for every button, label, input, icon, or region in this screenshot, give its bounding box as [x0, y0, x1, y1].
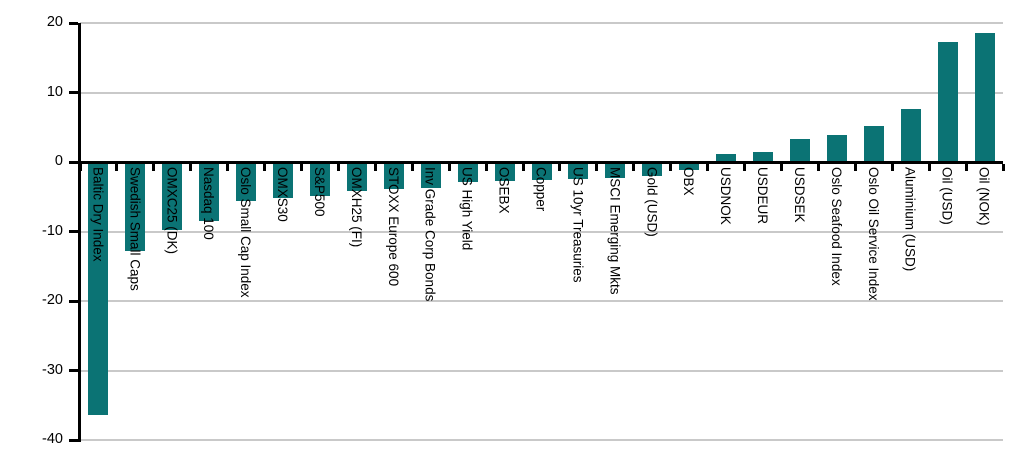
- bar: [383, 163, 404, 190]
- bar: [900, 109, 921, 162]
- bar: [494, 163, 515, 182]
- x-axis-tick: [669, 164, 673, 171]
- gridline: [80, 369, 1003, 372]
- bar: [346, 163, 367, 192]
- y-axis-tick-label: 0: [54, 153, 63, 169]
- x-axis-tick: [336, 164, 340, 171]
- x-axis-tick: [115, 164, 119, 171]
- y-axis-line: [78, 23, 81, 442]
- x-axis-tick: [706, 164, 710, 171]
- bar: [974, 32, 995, 162]
- category-label: Oslo Oil Service Index: [865, 167, 881, 301]
- bar: [199, 163, 220, 222]
- gridline: [80, 22, 1003, 24]
- category-label: MSCI Emerging Mkts: [607, 167, 623, 295]
- category-label: USDNOK: [718, 167, 734, 225]
- bar: [162, 163, 183, 230]
- category-label: OMXH25 (FI): [348, 167, 364, 248]
- bar: [937, 41, 958, 162]
- x-axis-tick: [152, 164, 156, 171]
- bar: [642, 163, 663, 177]
- category-label: S&P500: [311, 167, 327, 217]
- x-axis-tick: [226, 164, 230, 171]
- x-axis-tick: [558, 164, 562, 171]
- x-axis-tick: [632, 164, 636, 171]
- y-axis-tick: [69, 299, 78, 303]
- category-label: US 10yr Treasuries: [570, 167, 586, 283]
- category-label: OSEBX: [496, 167, 512, 214]
- x-axis-tick: [373, 164, 377, 171]
- category-label: Nasdaq 100: [201, 167, 217, 240]
- category-label: Gold (USD): [644, 167, 660, 237]
- category-label: Oil (USD): [939, 167, 955, 225]
- x-axis-tick: [410, 164, 414, 171]
- bar: [753, 151, 774, 162]
- bar: [88, 163, 109, 415]
- y-axis-tick: [69, 160, 78, 164]
- bar: [531, 163, 552, 180]
- bar: [605, 163, 626, 178]
- category-label: Oil (NOK): [976, 167, 992, 226]
- bar: [716, 154, 737, 162]
- category-label: Copper: [533, 167, 549, 212]
- x-axis-tick: [890, 164, 894, 171]
- gridline: [80, 300, 1003, 302]
- category-label: US High Yield: [459, 167, 475, 251]
- x-axis-tick: [743, 164, 747, 171]
- bar: [789, 139, 810, 162]
- y-axis-tick-label: 20: [46, 14, 63, 30]
- bar: [273, 163, 294, 199]
- y-axis-tick: [69, 91, 78, 94]
- x-axis-tick: [1001, 164, 1005, 171]
- category-label: USDEUR: [755, 167, 771, 225]
- x-axis-tick: [447, 164, 451, 171]
- y-axis-tick: [69, 438, 78, 442]
- category-label: OMXS30: [275, 167, 291, 222]
- y-axis-tick: [69, 21, 78, 25]
- bar: [457, 163, 478, 182]
- x-axis-tick: [816, 164, 820, 171]
- x-axis-tick: [927, 164, 931, 171]
- bar: [568, 163, 589, 179]
- y-axis-tick-label: -10: [42, 222, 63, 239]
- category-label: Inv Grade Corp Bonds: [422, 167, 438, 302]
- y-axis-tick: [69, 230, 78, 233]
- x-axis-tick: [853, 164, 857, 171]
- x-axis-tick: [189, 164, 193, 171]
- x-axis-tick: [484, 164, 488, 171]
- x-axis-tick: [964, 164, 968, 171]
- bar: [236, 163, 257, 201]
- x-axis-tick: [595, 164, 599, 171]
- bar: [420, 163, 441, 189]
- y-axis-tick-label: -30: [42, 361, 63, 378]
- category-label: Baltic Dry Index: [90, 167, 106, 262]
- y-axis-tick-label: -20: [42, 292, 63, 308]
- bar: [309, 163, 330, 197]
- category-label: Oslo Seafood Index: [828, 167, 844, 286]
- y-axis-tick-label: -40: [42, 431, 63, 447]
- category-label: OBX: [681, 167, 697, 196]
- category-label: Swedish Small Caps: [127, 167, 143, 291]
- bar: [863, 125, 884, 162]
- bar: [679, 163, 700, 170]
- y-axis-tick: [69, 369, 78, 372]
- gridline: [80, 230, 1003, 233]
- y-axis-tick-label: 10: [46, 83, 63, 100]
- gridline: [80, 91, 1003, 94]
- x-axis-tick: [521, 164, 525, 171]
- category-label: USDSEK: [791, 167, 807, 223]
- x-axis-tick: [78, 164, 82, 171]
- x-axis-line: [78, 161, 1003, 164]
- bar: [826, 134, 847, 162]
- gridline: [80, 439, 1003, 441]
- x-axis-tick: [779, 164, 783, 171]
- bar: [125, 163, 146, 251]
- x-axis-tick: [263, 164, 267, 171]
- category-label: OMXC25 (DK): [164, 167, 180, 255]
- category-label: Aluminium (USD): [902, 167, 918, 272]
- category-label: Oslo Small Cap Index: [238, 167, 254, 298]
- x-axis-tick: [300, 164, 304, 171]
- category-label: STOXX Europe 600: [385, 167, 401, 287]
